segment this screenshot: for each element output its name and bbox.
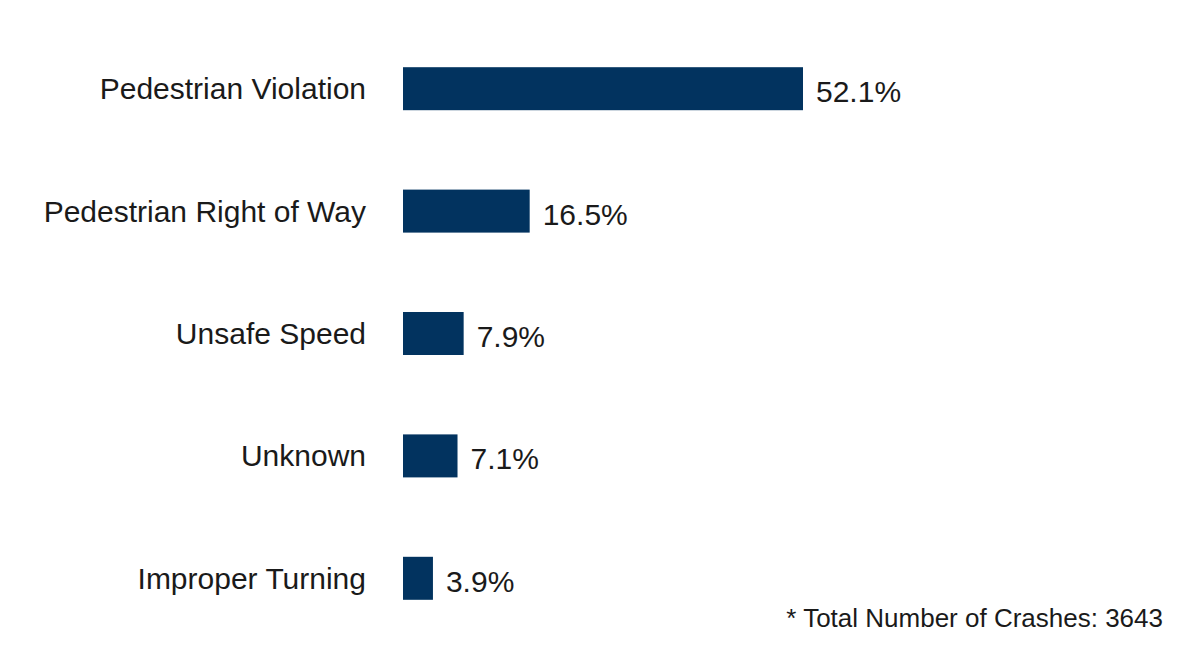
data-label: 3.9% — [446, 565, 514, 598]
category-label: Pedestrian Violation — [100, 72, 366, 105]
chart: Pedestrian Violation 52.1% Pedestrian Righ… — [0, 0, 1200, 667]
category-label: Improper Turning — [138, 562, 366, 595]
labels: Pedestrian Violation 52.1% Pedestrian Righ… — [44, 72, 901, 598]
bars — [403, 67, 803, 600]
bar — [403, 434, 458, 477]
category-label: Unknown — [241, 439, 366, 472]
data-label: 16.5% — [543, 198, 628, 231]
annotation: * Total Number of Crashes: 3643 — [786, 603, 1163, 633]
bar — [403, 312, 464, 355]
bar — [403, 190, 530, 233]
category-label: Pedestrian Right of Way — [44, 195, 366, 228]
data-label: 52.1% — [816, 75, 901, 108]
bar — [403, 557, 433, 600]
category-label: Unsafe Speed — [176, 317, 366, 350]
bar — [403, 67, 803, 110]
data-label: 7.9% — [477, 320, 545, 353]
data-label: 7.1% — [471, 442, 539, 475]
